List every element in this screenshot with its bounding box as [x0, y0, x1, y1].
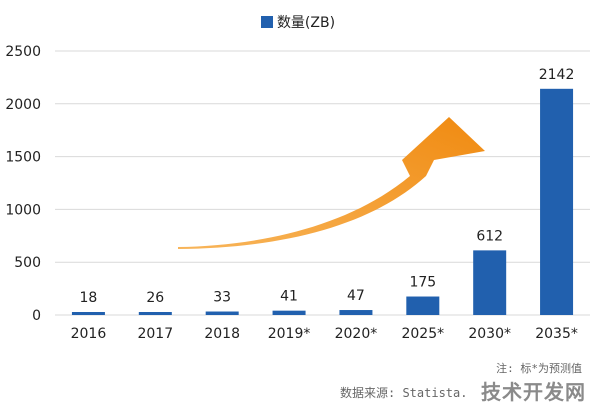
data-label: 2142: [539, 67, 575, 83]
bar: [205, 311, 239, 315]
data-source: 数据来源: Statista.: [340, 386, 468, 400]
x-tick-label: 2019*: [268, 326, 311, 342]
x-tick-label: 2017: [137, 326, 173, 342]
y-tick-label: 1000: [5, 202, 41, 218]
bar: [540, 88, 574, 315]
bar: [339, 310, 373, 315]
y-tick-label: 1500: [5, 150, 41, 166]
data-label: 47: [347, 288, 365, 304]
data-label: 18: [80, 290, 98, 306]
bar: [138, 312, 172, 315]
x-tick-label: 2020*: [335, 326, 378, 342]
x-tick-label: 2018: [204, 326, 240, 342]
data-label: 175: [409, 275, 436, 291]
legend: 数量(ZB): [0, 12, 596, 32]
forecast-note: 注: 标*为预测值: [496, 362, 582, 375]
bar: [406, 296, 440, 315]
data-label: 41: [280, 289, 298, 305]
data-label: 26: [146, 290, 164, 306]
x-tick-label: 2016: [71, 326, 107, 342]
x-tick-label: 2030*: [468, 326, 511, 342]
y-tick-label: 2000: [5, 97, 41, 113]
y-tick-label: 500: [14, 255, 41, 271]
bar: [272, 310, 306, 315]
legend-swatch: [260, 16, 273, 28]
bar: [71, 312, 105, 315]
x-tick-label: 2035*: [535, 326, 578, 342]
growth-arrow: [178, 117, 485, 249]
legend-label: 数量(ZB): [276, 15, 336, 31]
data-label: 33: [213, 290, 231, 306]
watermark: 技术开发网: [481, 380, 586, 404]
y-tick-label: 2500: [5, 44, 41, 60]
bar: [473, 250, 507, 315]
y-tick-label: 0: [32, 308, 41, 324]
data-label: 612: [476, 228, 503, 244]
x-tick-label: 2025*: [401, 326, 444, 342]
